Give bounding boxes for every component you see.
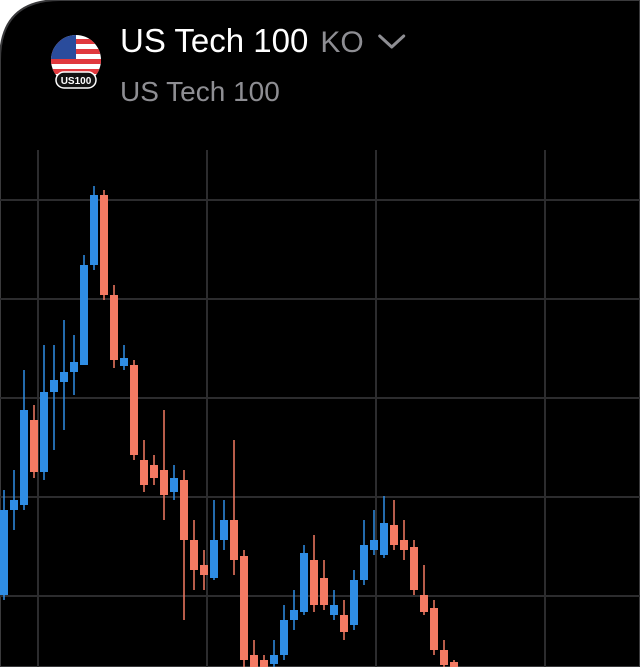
candle-body — [250, 655, 258, 667]
candle-body — [450, 662, 458, 667]
subtitle: US Tech 100 — [120, 76, 280, 107]
candle-body — [420, 595, 428, 612]
candle-body — [330, 605, 338, 615]
candle-body — [390, 525, 398, 545]
candle-body — [260, 660, 268, 667]
candle-body — [430, 608, 438, 650]
candle-body — [60, 372, 68, 382]
candle-body — [310, 560, 318, 605]
candle-body — [150, 465, 158, 478]
flag-icon: US100 — [51, 35, 101, 89]
candle-body — [10, 500, 18, 510]
candle-body — [180, 480, 188, 540]
grid — [0, 150, 640, 667]
candle-body — [380, 523, 388, 555]
candle-body — [370, 540, 378, 550]
candle-body — [220, 520, 228, 540]
candle-body — [40, 392, 48, 472]
candle-body — [70, 362, 78, 372]
dropdown-chevron[interactable] — [378, 34, 406, 49]
exchange[interactable]: KO — [320, 26, 363, 59]
candle-body — [300, 553, 308, 612]
candle-body — [290, 610, 298, 620]
candle-body — [270, 655, 278, 664]
candle-body — [280, 620, 288, 655]
candle-body — [230, 520, 238, 560]
candle-body — [320, 578, 328, 605]
candle-body — [100, 195, 108, 295]
candle-body — [130, 365, 138, 455]
candle-body — [160, 470, 168, 495]
candle-body — [80, 265, 88, 365]
candle-body — [440, 650, 448, 665]
candle-body — [350, 580, 358, 625]
candle-body — [170, 478, 178, 492]
candle-body — [360, 545, 368, 580]
candle-body — [410, 547, 418, 590]
candle-body — [90, 195, 98, 265]
candle-body — [200, 565, 208, 575]
candle-body — [240, 556, 248, 660]
candle-body — [400, 540, 408, 550]
candle-body — [110, 295, 118, 360]
badge: US100 — [61, 76, 92, 87]
candle-body — [140, 460, 148, 485]
symbol-title[interactable]: US Tech 100 — [120, 22, 308, 59]
candle-body — [120, 358, 128, 366]
candle-body — [50, 380, 58, 392]
candle-body — [30, 420, 38, 472]
candle-body — [340, 615, 348, 632]
candle-body — [210, 540, 218, 578]
candle-body — [190, 540, 198, 570]
candle-body — [0, 510, 8, 595]
candle-body — [20, 410, 28, 505]
